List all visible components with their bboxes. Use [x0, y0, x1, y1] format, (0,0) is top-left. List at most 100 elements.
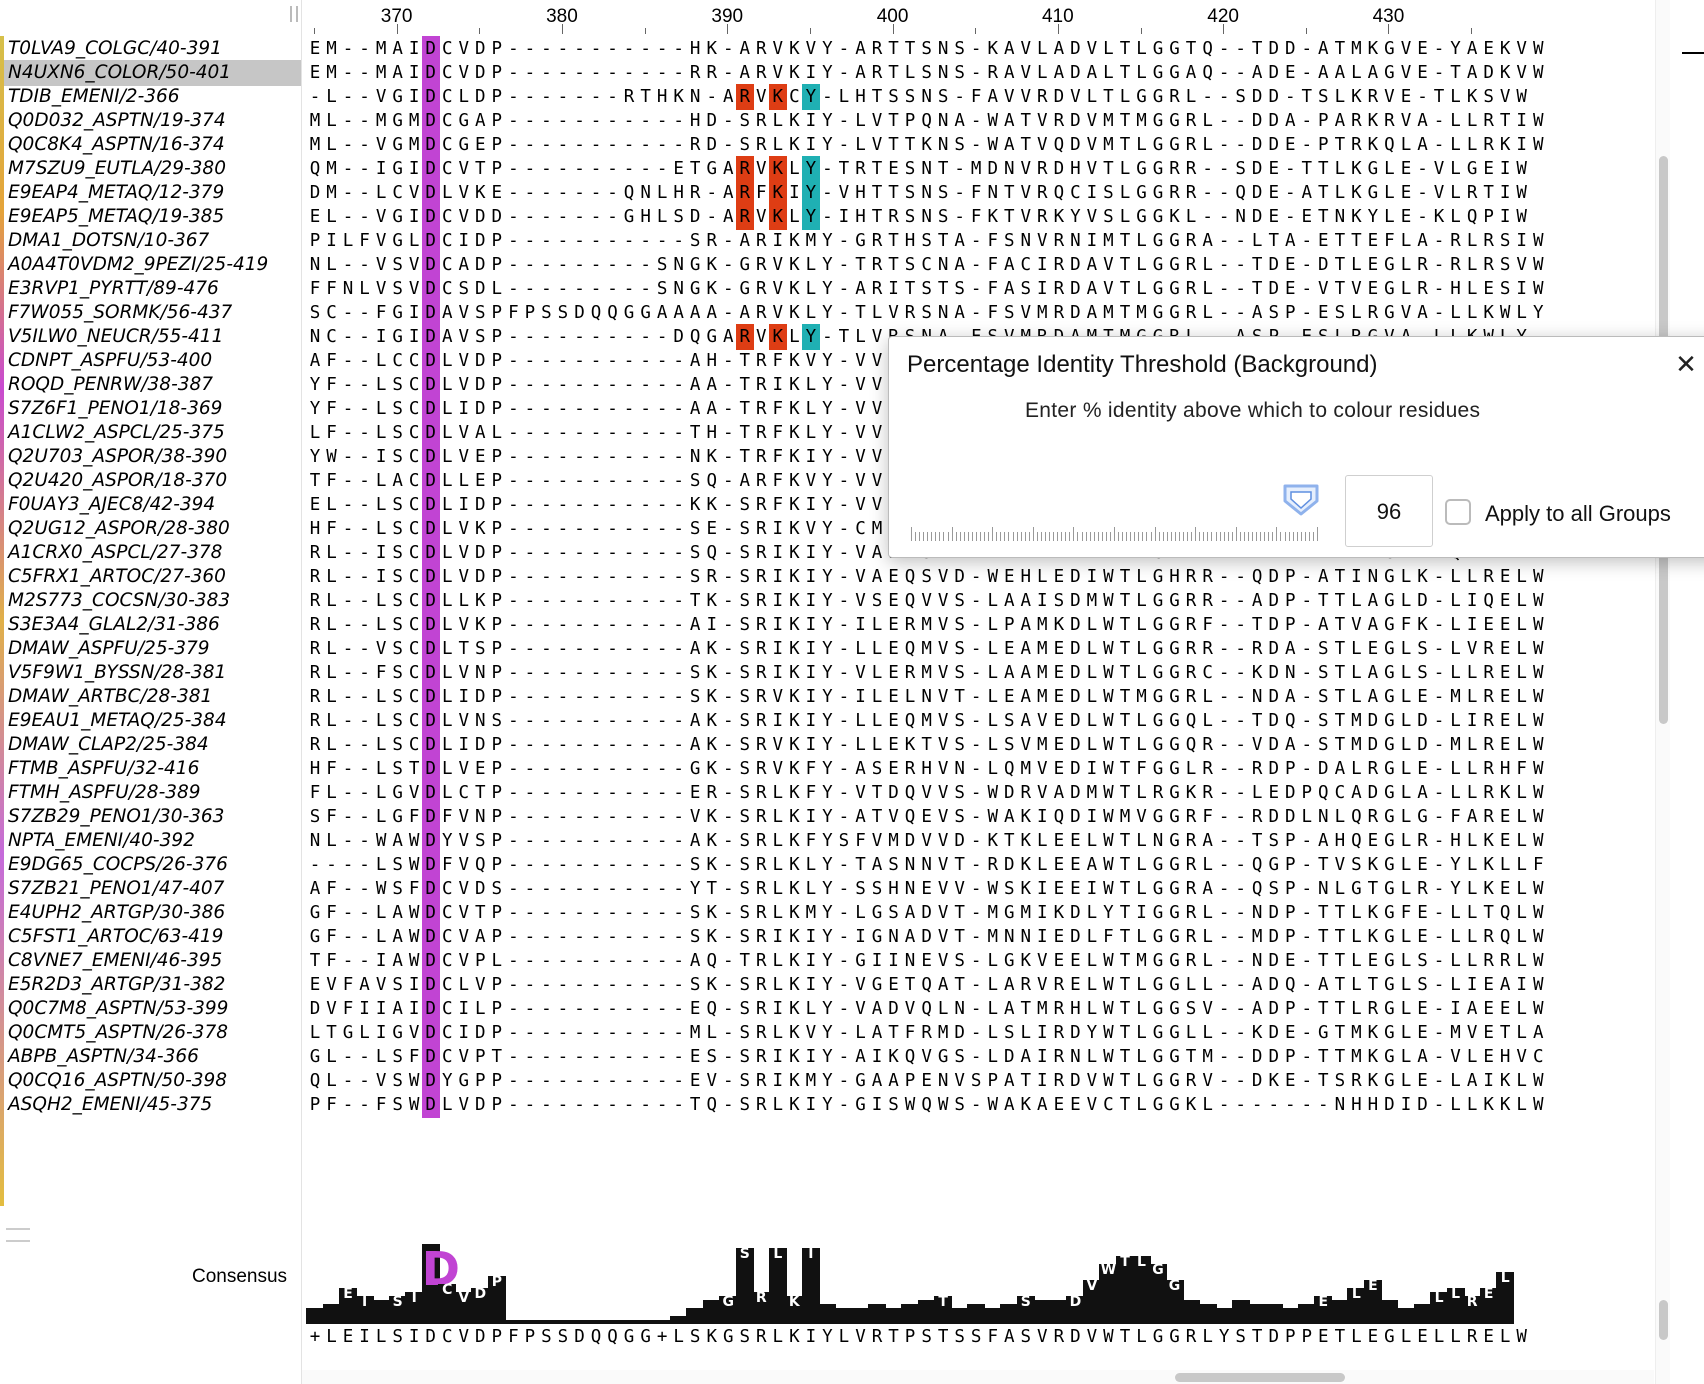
residue[interactable]: S: [392, 855, 403, 875]
residue[interactable]: -: [541, 999, 552, 1019]
residue[interactable]: T: [640, 87, 651, 107]
residue[interactable]: V: [772, 63, 784, 83]
residue[interactable]: -: [623, 591, 635, 611]
residue[interactable]: V: [458, 543, 470, 563]
residue[interactable]: T: [309, 951, 321, 971]
residue[interactable]: S: [392, 687, 403, 707]
residue[interactable]: D: [421, 324, 440, 350]
residue[interactable]: L: [1334, 183, 1346, 203]
residue[interactable]: V: [855, 783, 866, 803]
residue[interactable]: -: [1433, 39, 1445, 59]
residue[interactable]: I: [855, 687, 866, 707]
residue[interactable]: L: [1400, 783, 1412, 803]
residue[interactable]: -: [557, 495, 569, 515]
residue[interactable]: -: [342, 399, 354, 419]
residue[interactable]: A: [871, 1071, 883, 1091]
residue[interactable]: R: [756, 855, 767, 875]
residue[interactable]: F: [1400, 903, 1412, 923]
residue[interactable]: V: [1433, 159, 1445, 179]
residue[interactable]: -: [557, 543, 569, 563]
residue[interactable]: -: [557, 519, 569, 539]
residue[interactable]: D: [421, 444, 440, 470]
residue[interactable]: E: [1367, 231, 1379, 251]
residue[interactable]: T: [1367, 975, 1379, 995]
residue[interactable]: T: [871, 183, 883, 203]
residue[interactable]: -: [541, 1095, 552, 1115]
residue[interactable]: -: [590, 951, 602, 971]
residue[interactable]: E: [309, 495, 321, 515]
residue[interactable]: I: [1136, 903, 1147, 923]
residue[interactable]: R: [1351, 135, 1362, 155]
residue[interactable]: E: [1499, 639, 1511, 659]
residue[interactable]: T: [1020, 999, 1032, 1019]
residue[interactable]: M: [987, 927, 998, 947]
residue[interactable]: L: [1136, 999, 1147, 1019]
residue[interactable]: S: [739, 591, 751, 611]
residue[interactable]: G: [392, 87, 403, 107]
residue[interactable]: L: [458, 975, 470, 995]
residue[interactable]: T: [954, 903, 965, 923]
residue[interactable]: H: [1020, 567, 1032, 587]
residue[interactable]: N: [921, 207, 932, 227]
residue[interactable]: A: [1185, 63, 1197, 83]
residue[interactable]: -: [970, 687, 982, 707]
residue[interactable]: -: [838, 519, 850, 539]
residue[interactable]: -: [359, 759, 370, 779]
residue[interactable]: A: [1318, 615, 1329, 635]
residue[interactable]: G: [1169, 303, 1180, 323]
residue[interactable]: Q: [1202, 63, 1213, 83]
residue[interactable]: -: [640, 711, 651, 731]
residue[interactable]: W: [1532, 591, 1544, 611]
residue[interactable]: L: [1202, 855, 1213, 875]
residue[interactable]: -: [1318, 1095, 1329, 1115]
residue[interactable]: W: [987, 783, 998, 803]
residue[interactable]: L: [326, 615, 337, 635]
residue[interactable]: S: [904, 255, 916, 275]
residue[interactable]: D: [475, 207, 486, 227]
residue[interactable]: R: [309, 711, 321, 731]
residue[interactable]: L: [375, 735, 387, 755]
residue[interactable]: R: [1367, 999, 1379, 1019]
residue[interactable]: -: [524, 63, 536, 83]
residue[interactable]: V: [937, 591, 949, 611]
residue[interactable]: -: [508, 615, 519, 635]
residue[interactable]: G: [1466, 159, 1478, 179]
residue[interactable]: -: [607, 831, 618, 851]
residue[interactable]: T: [871, 159, 883, 179]
residue[interactable]: L: [1516, 711, 1527, 731]
residue[interactable]: A: [1003, 279, 1015, 299]
residue[interactable]: -: [574, 975, 585, 995]
residue[interactable]: T: [1119, 951, 1131, 971]
residue[interactable]: F: [756, 183, 767, 203]
residue[interactable]: E: [1499, 663, 1511, 683]
residue[interactable]: D: [1268, 927, 1279, 947]
sequence-name[interactable]: A0A4T0VDM2_9PEZI/25-419: [8, 254, 269, 275]
residue[interactable]: L: [1020, 1023, 1032, 1043]
residue[interactable]: -: [1433, 63, 1445, 83]
residue[interactable]: M: [1136, 951, 1147, 971]
residue[interactable]: D: [1251, 159, 1263, 179]
residue[interactable]: A: [1003, 1071, 1015, 1091]
residue[interactable]: -: [508, 999, 519, 1019]
residue[interactable]: D: [421, 1068, 440, 1094]
residue[interactable]: W: [987, 807, 998, 827]
residue[interactable]: S: [1003, 231, 1015, 251]
residue[interactable]: G: [1152, 1095, 1164, 1115]
residue[interactable]: Q: [590, 303, 602, 323]
residue[interactable]: E: [1053, 879, 1065, 899]
residue[interactable]: -: [1301, 1023, 1313, 1043]
residue[interactable]: -: [524, 807, 536, 827]
residue[interactable]: -: [508, 327, 519, 347]
residue[interactable]: -: [1433, 687, 1445, 707]
residue[interactable]: Y: [309, 399, 321, 419]
residue[interactable]: K: [1020, 951, 1032, 971]
residue[interactable]: S: [475, 303, 486, 323]
residue[interactable]: I: [772, 375, 784, 395]
residue[interactable]: L: [1086, 999, 1098, 1019]
residue[interactable]: W: [1532, 255, 1544, 275]
residue[interactable]: R: [1037, 207, 1048, 227]
residue[interactable]: L: [1466, 879, 1478, 899]
residue[interactable]: -: [574, 831, 585, 851]
residue[interactable]: -: [590, 903, 602, 923]
residue[interactable]: T: [904, 135, 916, 155]
